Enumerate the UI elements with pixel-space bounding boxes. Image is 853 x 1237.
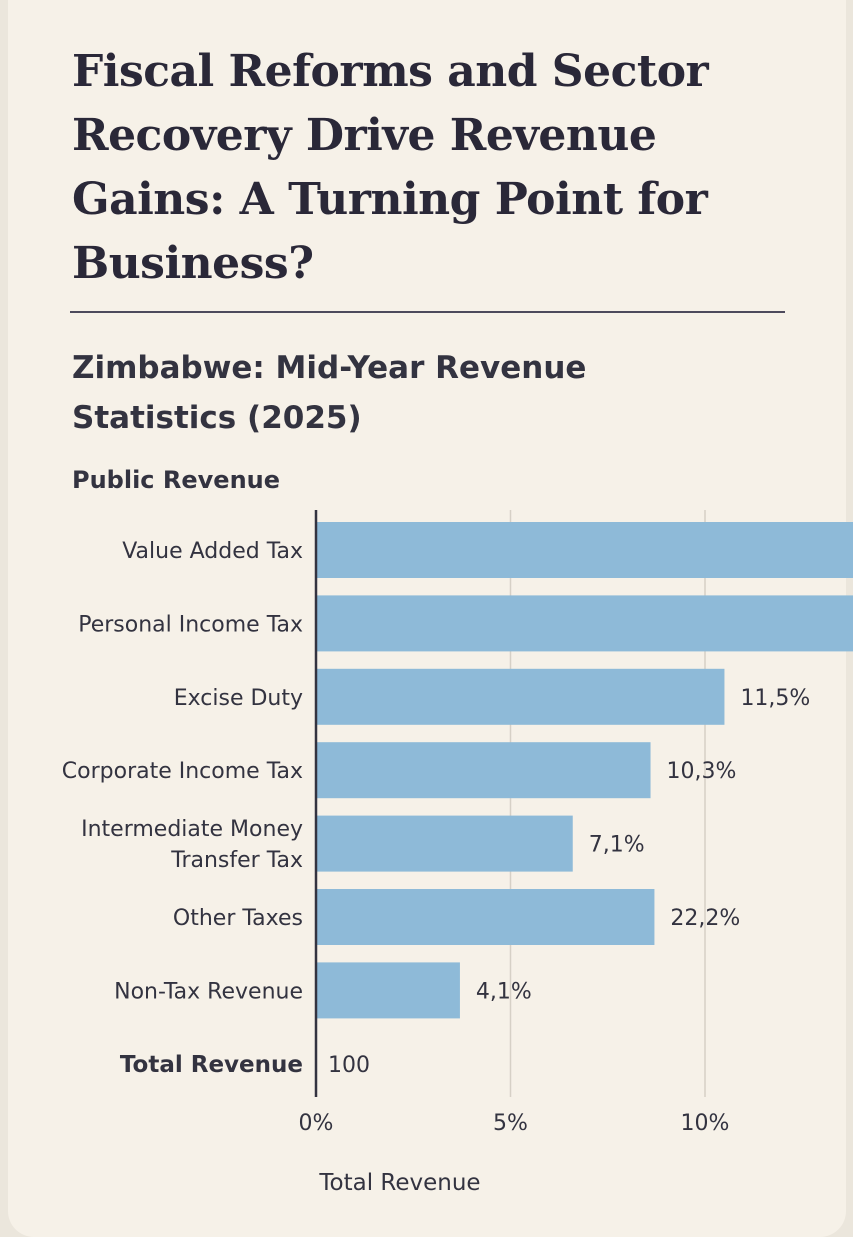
x-tick-label: 10% bbox=[681, 1111, 730, 1136]
x-axis-title: Total Revenue bbox=[319, 1170, 481, 1196]
divider bbox=[70, 311, 785, 313]
data-label: 100 bbox=[328, 1053, 370, 1078]
category-label: Corporate Income Tax bbox=[62, 759, 303, 784]
bar bbox=[316, 668, 725, 725]
bar bbox=[316, 595, 853, 652]
category-label: Intermediate Money bbox=[81, 817, 303, 842]
bar bbox=[316, 815, 573, 872]
x-tick-label: 5% bbox=[493, 1111, 528, 1136]
y-axis-title: Public Revenue bbox=[72, 466, 281, 494]
data-label: 10,3% bbox=[667, 759, 737, 784]
headline: Fiscal Reforms and Sector Recovery Drive… bbox=[72, 46, 709, 289]
category-label: Total Revenue bbox=[120, 1052, 303, 1078]
data-label: 22,2% bbox=[670, 906, 740, 931]
data-label: 11,5% bbox=[740, 686, 810, 711]
category-label: Personal Income Tax bbox=[78, 612, 303, 637]
data-label: 7,1% bbox=[589, 833, 645, 858]
bar bbox=[316, 889, 655, 945]
category-label: Value Added Tax bbox=[122, 539, 303, 564]
category-label: Other Taxes bbox=[173, 906, 303, 931]
bar bbox=[316, 742, 651, 799]
x-tick-label: 0% bbox=[299, 1111, 334, 1136]
bar bbox=[316, 522, 853, 578]
category-label: Transfer Tax bbox=[170, 848, 303, 873]
category-label: Excise Duty bbox=[174, 686, 303, 711]
chart-title: Zimbabwe: Mid-Year Revenue Statistics (2… bbox=[72, 350, 587, 436]
data-label: 4,1% bbox=[476, 979, 532, 1004]
bar bbox=[316, 962, 460, 1019]
category-label: Non-Tax Revenue bbox=[114, 979, 303, 1004]
